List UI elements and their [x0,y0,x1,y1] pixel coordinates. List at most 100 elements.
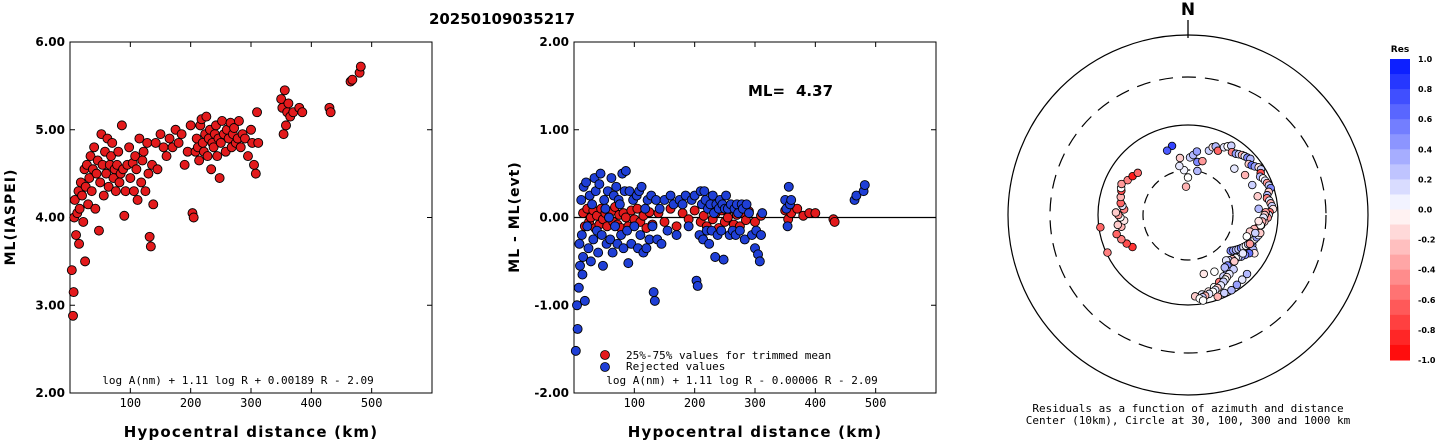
p1-point-series0 [188,212,199,223]
p2-point-series1 [606,173,617,183]
p2-point-series1 [572,300,582,311]
p1-point-series0 [229,123,240,133]
polar-point [1230,164,1239,173]
polar-point [1198,296,1208,305]
polar-point [1113,220,1122,230]
p1-xtick-label: 400 [300,396,322,410]
legend-marker-trimmed [600,350,610,360]
p1-point-series0 [176,129,187,140]
colorbar-cell [1390,344,1410,361]
polar-point [1254,204,1263,214]
colorbar-tick-label: -0.8 [1418,326,1436,335]
p2-point-series1 [851,190,862,201]
panel2-ylabel: ML - ML(evt) [507,161,523,272]
colorbar-cell [1390,104,1410,120]
p2-point-series1 [721,190,731,201]
p1-point-series0 [158,142,169,153]
polar-point [1230,257,1239,266]
p2-point-series1 [583,243,594,254]
p1-point-series0 [80,256,91,267]
polar-point [1133,168,1142,178]
p1-point-series0 [137,155,148,166]
colorbar: Res 1.0 0.8 0.6 0.4 0.2 0.0 -0.2 -0.4 -0.6 -0.8 -1… [1390,45,1436,365]
p1-point-series0 [66,265,77,276]
polar-points [1096,141,1278,305]
p1-point-series0 [98,190,109,201]
p2-point-series1 [587,199,598,210]
polar-point [1111,208,1121,217]
p1-point-series0 [279,85,290,96]
p1-point-series0 [103,181,114,192]
p1-point-series0 [206,164,217,175]
p1-point-series0 [125,173,136,183]
p1-point-series0 [217,116,227,126]
p2-xtick-label: 400 [804,396,826,410]
panel-ml-vs-distance: 100 200 300 400 500 2.00 3.00 4.00 5.00 6.00 Hypo… [3,35,433,441]
p2-point-series1 [570,345,581,356]
p2-ytick-label: -1.00 [534,298,569,312]
polar-point [1198,156,1207,166]
p1-point-series0 [185,120,196,131]
colorbar-tick-label: 0.0 [1418,206,1433,215]
p1-point-series0 [140,186,151,197]
p1-point-series0 [136,177,147,188]
polar-point [1117,235,1126,244]
p1-point-series0 [355,61,366,72]
polar-point [1248,180,1257,190]
p1-point-series0 [69,194,80,205]
p2-point-series1 [716,225,727,236]
p1-ytick-label: 4.00 [35,211,65,225]
p2-xtick-label: 100 [623,396,645,410]
p2-point-series0 [792,203,803,214]
p1-point-series0 [130,151,141,162]
p2-point-series1 [782,221,793,232]
p1-point-series0 [214,173,225,183]
p2-point-series1 [636,181,647,192]
colorbar-tick-label: 1.0 [1418,55,1433,64]
panel-residual-vs-distance: 100 200 300 400 500 -2.00 -1.00 0.00 1.00 2.00 ML… [507,35,937,441]
p2-point-series1 [574,238,585,249]
p1-point-series0 [325,107,336,118]
polar-caption-line1: Residuals as a function of azimuth and d… [1032,402,1343,415]
p2-point-series1 [596,230,607,241]
colorbar-cell [1390,119,1410,135]
p1-point-series0 [208,142,219,153]
p2-point-series1 [577,269,588,280]
p2-point-series1 [614,199,625,210]
p1-point-series0 [74,203,85,214]
p1-point-series0 [110,186,121,197]
panel1-ylabel: ML(IASPEI) [3,169,19,266]
p1-point-series0 [215,137,226,148]
colorbar-tick-label: 0.4 [1418,145,1433,154]
panel1-ticks: 100 200 300 400 500 2.00 3.00 4.00 5.00 6.00 [35,35,432,410]
colorbar-cell [1390,224,1410,241]
p2-point-series1 [573,282,584,293]
p1-point-series0 [155,129,166,140]
p1-point-series0 [173,137,184,148]
p2-point-series1 [594,179,605,190]
p2-point-series1 [600,203,611,214]
colorbar-cell [1390,134,1410,150]
legend-marker-rejected [600,362,610,372]
p1-point-series0 [243,151,253,162]
panel1-xlabel: Hypocentral distance (km) [124,423,379,441]
p2-xtick-label: 300 [744,396,766,410]
p2-point-series1 [683,221,694,232]
colorbar-title: Res [1391,45,1409,55]
colorbar-ticks: 1.0 0.8 0.6 0.4 0.2 0.0 -0.2 -0.4 -0.6 -0.8 -1.0 [1418,55,1436,365]
polar-point [1220,263,1229,272]
legend-label-rejected: Rejected values [626,360,725,373]
colorbar-cell [1390,149,1410,165]
p1-point-series0 [68,287,79,298]
polar-point [1245,239,1255,249]
p2-point-series1 [578,252,588,262]
p1-point-series0 [91,168,102,179]
p1-point-series0 [86,186,97,197]
colorbar-cell [1390,179,1410,195]
p1-point-series0 [131,164,142,175]
p2-point-series1 [582,221,593,232]
colorbar-cell [1390,269,1410,286]
polar-point [1251,228,1260,238]
p1-xtick-label: 200 [180,396,202,410]
